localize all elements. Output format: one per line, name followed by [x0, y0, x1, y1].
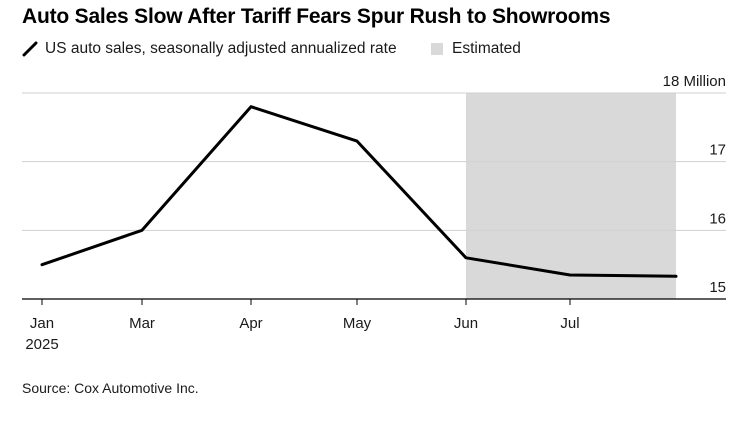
chart-title: Auto Sales Slow After Tariff Fears Spur …: [22, 5, 611, 28]
y-axis-labels: 15 16 17 18 Million: [663, 73, 726, 296]
legend-item-estimated: Estimated: [431, 40, 521, 58]
x-tick-label-mar: Mar: [129, 315, 155, 332]
series-line-us-auto-sales: [40, 105, 678, 278]
y-tick-label-17: 17: [709, 142, 726, 159]
legend-series-label: US auto sales, seasonally adjusted annua…: [45, 40, 397, 57]
x-axis-labels: Jan 2025 Mar Apr May Jun Jul: [25, 315, 579, 353]
x-tick-label-may: May: [343, 315, 372, 332]
series-line-layer: [40, 105, 678, 278]
estimated-region: [466, 93, 676, 299]
x-tick-label-jun: Jun: [454, 315, 478, 332]
y-tick-label-18: 18 Million: [663, 73, 726, 90]
legend-line-swatch: [22, 41, 38, 57]
y-tick-label-15: 15: [709, 279, 726, 296]
legend-estimated-label: Estimated: [452, 40, 521, 57]
x-tick-label-jan: Jan: [30, 315, 54, 332]
legend-shade-swatch: [431, 43, 443, 55]
x-tick-sublabel-year: 2025: [25, 336, 58, 353]
x-tick-label-apr: Apr: [239, 315, 262, 332]
x-axis: [22, 298, 726, 305]
estimated-shade-layer: [466, 93, 676, 299]
source-note: Source: Cox Automotive Inc.: [22, 380, 199, 396]
y-tick-label-16: 16: [709, 210, 726, 227]
legend-item-series: US auto sales, seasonally adjusted annua…: [22, 40, 397, 58]
x-tick-label-jul: Jul: [560, 315, 579, 332]
